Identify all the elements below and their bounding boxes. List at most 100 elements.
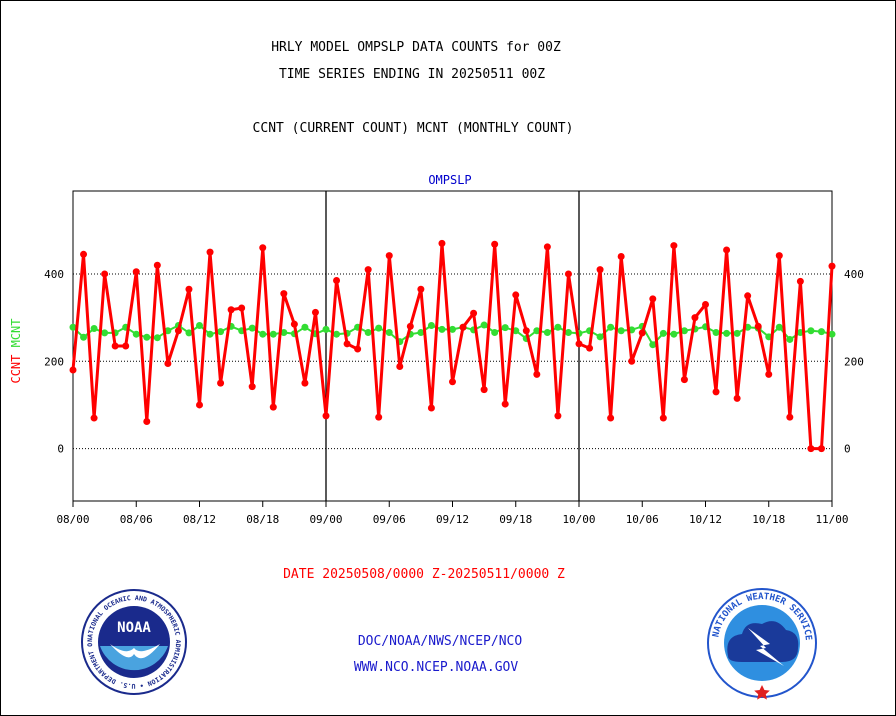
y-tick-label-right: 0 (844, 443, 851, 456)
mcnt-point (248, 324, 256, 332)
mcnt-point (491, 328, 499, 336)
plot-title: OMPSLP (428, 173, 471, 187)
ccnt-point (723, 246, 731, 254)
ccnt-point (80, 250, 88, 258)
ccnt-point (512, 291, 520, 299)
mcnt-point (101, 329, 109, 337)
ccnt-point (617, 252, 625, 260)
mcnt-point (280, 328, 288, 336)
x-tick-label: 10/00 (562, 513, 595, 526)
mcnt-point (817, 328, 825, 336)
y-label-mcnt: MCNT (9, 318, 23, 347)
ccnt-point (670, 242, 678, 250)
ccnt-point (406, 322, 414, 330)
mcnt-point (564, 328, 572, 336)
mcnt-point (333, 330, 341, 338)
ccnt-point (427, 404, 435, 412)
ccnt-point (649, 295, 657, 303)
mcnt-point (206, 330, 214, 338)
ccnt-point (744, 292, 752, 300)
ccnt-point (396, 363, 404, 371)
ccnt-point (333, 277, 341, 285)
mcnt-point (322, 325, 330, 333)
mcnt-point (69, 323, 77, 331)
mcnt-point (712, 328, 720, 336)
ccnt-point (765, 370, 773, 378)
ccnt-point (691, 314, 699, 322)
ccnt-point (290, 320, 298, 328)
y-tick-label-left: 200 (44, 355, 64, 368)
mcnt-point (554, 323, 562, 331)
mcnt-point (375, 324, 383, 332)
ccnt-point (607, 414, 615, 422)
ccnt-point (385, 252, 393, 260)
mcnt-point (364, 328, 372, 336)
x-tick-label: 10/12 (689, 513, 722, 526)
ccnt-point (196, 401, 203, 409)
mcnt-point (607, 323, 615, 331)
ccnt-point (269, 403, 277, 411)
mcnt-point (680, 327, 688, 335)
nws-logo-star-icon (754, 685, 770, 700)
ccnt-point (143, 418, 151, 426)
ccnt-point (491, 240, 499, 248)
ccnt-point (733, 394, 741, 402)
ccnt-point (438, 239, 446, 247)
ccnt-point (575, 340, 583, 348)
ccnt-point (185, 285, 193, 293)
x-tick-label: 09/06 (373, 513, 406, 526)
y-tick-label-left: 0 (57, 443, 64, 456)
mcnt-point (670, 330, 678, 338)
ccnt-point (638, 329, 646, 337)
mcnt-point (196, 321, 203, 329)
ccnt-point (554, 412, 562, 420)
date-range-label: DATE 20250508/0000 Z-20250511/0000 Z (283, 567, 565, 582)
mcnt-point (533, 327, 541, 335)
ccnt-point (280, 290, 288, 298)
mcnt-point (733, 329, 741, 337)
mcnt-point (217, 328, 225, 336)
ccnt-point (501, 400, 509, 408)
ccnt-point (164, 359, 172, 367)
x-tick-label: 09/12 (436, 513, 469, 526)
noaa-logo-wordmark: NOAA (117, 620, 151, 636)
ccnt-point (480, 386, 488, 394)
x-tick-label: 10/18 (752, 513, 785, 526)
ccnt-point (702, 301, 709, 309)
ccnt-point (786, 413, 794, 421)
mcnt-point (617, 327, 625, 335)
mcnt-point (723, 329, 731, 337)
mcnt-point (449, 325, 456, 333)
mcnt-point (438, 325, 446, 333)
mcnt-point (90, 325, 98, 333)
mcnt-point (80, 333, 88, 341)
mcnt-point (543, 328, 551, 336)
ccnt-point (533, 370, 541, 378)
ccnt-point (354, 345, 362, 353)
ccnt-point (343, 340, 351, 348)
ccnt-point (796, 277, 804, 285)
x-tick-label: 08/12 (183, 513, 216, 526)
ccnt-point (807, 445, 815, 453)
ccnt-point (248, 383, 256, 391)
ccnt-point (301, 379, 309, 387)
mcnt-point (301, 323, 309, 331)
mcnt-point (132, 330, 140, 338)
mcnt-point (185, 329, 193, 337)
ccnt-point (417, 285, 425, 293)
ccnt-point (311, 308, 319, 316)
ccnt-point (628, 357, 636, 365)
ccnt-point (817, 445, 825, 453)
ccnt-point (596, 266, 604, 274)
mcnt-point (828, 330, 836, 338)
mcnt-point (501, 324, 509, 332)
y-tick-label-right: 200 (844, 355, 864, 368)
mcnt-point (775, 323, 783, 331)
ccnt-point (69, 366, 77, 374)
x-tick-label: 08/00 (56, 513, 89, 526)
ccnt-point (712, 388, 720, 396)
footer-url-line: WWW.NCO.NCEP.NOAA.GOV (354, 660, 519, 675)
ccnt-point (375, 413, 383, 421)
ccnt-point (680, 376, 688, 384)
ccnt-point (543, 243, 551, 251)
